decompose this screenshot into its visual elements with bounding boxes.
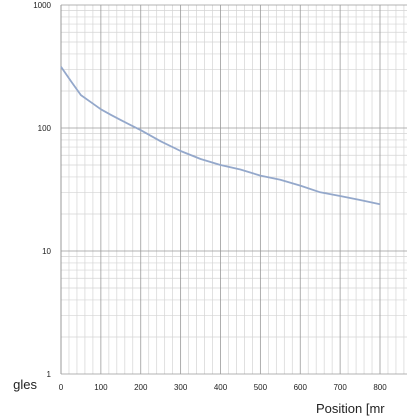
series-line [60, 66, 381, 206]
x-tick-label: 0 [59, 383, 64, 392]
y-tick-label: 10 [42, 247, 51, 256]
x-tick-label: 800 [373, 383, 387, 392]
x-tick-label: 100 [94, 383, 108, 392]
y-axis-title: gles [13, 377, 37, 392]
tick-labels: 0 100 200 300 400 500 600 700 800 1 10 100 1000 [33, 1, 387, 392]
y-tick-label: 1 [47, 370, 52, 379]
y-tick-label: 1000 [33, 1, 51, 10]
x-tick-label: 700 [333, 383, 347, 392]
minor-grid [61, 5, 407, 374]
major-grid [60, 4, 407, 375]
x-tick-label: 300 [174, 383, 188, 392]
x-tick-label: 400 [214, 383, 228, 392]
series-layer [60, 66, 381, 206]
x-axis-title: Position [mr [316, 401, 385, 416]
x-tick-label: 500 [254, 383, 268, 392]
x-tick-label: 600 [294, 383, 308, 392]
x-tick-label: 200 [134, 383, 148, 392]
y-tick-label: 100 [38, 124, 52, 133]
